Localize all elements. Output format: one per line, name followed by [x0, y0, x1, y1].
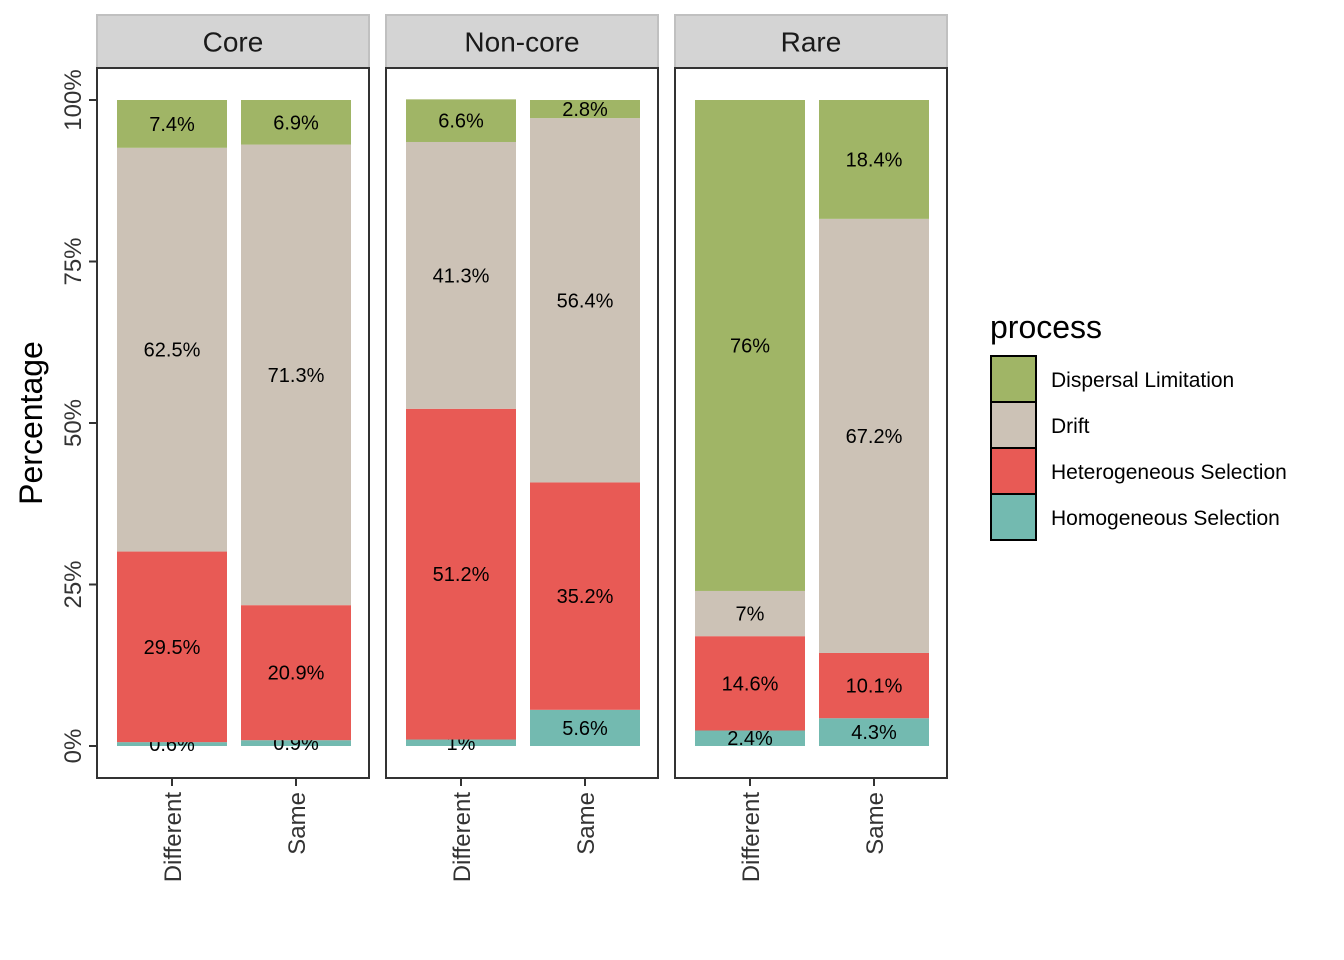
- bar-label-non-core-same-dispersal-limitation: 2.8%: [562, 99, 608, 121]
- facet-strip-label-non-core: Non-core: [464, 27, 579, 58]
- legend-key-heterogeneous-selection: [990, 447, 1037, 495]
- bar-non-core-different-heterogeneous-selection: [406, 408, 516, 740]
- bar-core-same-drift: [241, 144, 351, 606]
- bar-rare-same-homogeneous-selection: [819, 718, 929, 746]
- bar-core-different-homogeneous-selection: [117, 742, 227, 746]
- bar-label-rare-same-drift: 67.2%: [846, 426, 903, 448]
- facet-strip-rare: [674, 14, 948, 69]
- legend-key-drift: [990, 401, 1037, 449]
- x-tick-label-non-core-different: Different: [449, 792, 476, 883]
- bar-label-rare-same-dispersal-limitation: 18.4%: [846, 149, 903, 171]
- bar-rare-different-heterogeneous-selection: [695, 636, 805, 731]
- facet-strip-label-rare: Rare: [781, 27, 842, 58]
- legend: process Dispersal Limitation Drift Heterog…: [990, 309, 1287, 541]
- facet-non-core: Non-core1%51.2%41.3%6.6%Different5.6%35.…: [385, 14, 659, 883]
- legend-key-homogeneous-selection: [990, 493, 1037, 541]
- bar-rare-same-dispersal-limitation: [819, 100, 929, 219]
- bar-label-rare-different-dispersal-limitation: 76%: [730, 335, 770, 357]
- bar-non-core-same-drift: [530, 118, 640, 483]
- y-tick-label-25: 25%: [60, 560, 87, 608]
- bar-label-non-core-different-dispersal-limitation: 6.6%: [438, 111, 484, 133]
- x-tick-label-non-core-same: Same: [573, 792, 600, 855]
- x-tick-label-rare-same: Same: [862, 792, 889, 855]
- facet-strip-non-core: [385, 14, 659, 69]
- y-tick-label-75: 75%: [60, 237, 87, 285]
- bar-core-different-heterogeneous-selection: [117, 551, 227, 743]
- bar-non-core-different-drift: [406, 141, 516, 409]
- x-tick-label-core-same: Same: [284, 792, 311, 855]
- bar-non-core-same-homogeneous-selection: [530, 709, 640, 746]
- bar-label-core-different-heterogeneous-selection: 29.5%: [144, 637, 201, 659]
- bar-label-non-core-same-homogeneous-selection: 5.6%: [562, 718, 608, 740]
- bar-label-non-core-same-drift: 56.4%: [557, 290, 614, 312]
- legend-title: process: [990, 309, 1102, 345]
- bar-rare-different-dispersal-limitation: [695, 100, 805, 591]
- bar-label-core-same-drift: 71.3%: [268, 365, 325, 387]
- legend-label-dispersal-limitation: Dispersal Limitation: [1051, 369, 1234, 392]
- x-tick-label-core-different: Different: [160, 792, 187, 883]
- legend-key-dispersal-limitation: [990, 355, 1037, 403]
- bar-rare-same-heterogeneous-selection: [819, 652, 929, 719]
- panel-border-rare: [674, 67, 948, 779]
- bar-rare-same-drift: [819, 218, 929, 653]
- bar-non-core-same-dispersal-limitation: [530, 100, 640, 119]
- y-tick-label-100: 100%: [60, 69, 87, 130]
- bar-label-rare-different-heterogeneous-selection: 14.6%: [722, 673, 779, 695]
- y-axis-label: Percentage: [13, 341, 49, 505]
- panel-border-non-core: [385, 67, 659, 779]
- y-axis: 0% 25% 50% 75% 100%: [60, 69, 97, 763]
- bar-non-core-different-dispersal-limitation: [406, 99, 516, 142]
- bar-label-core-different-drift: 62.5%: [144, 340, 201, 362]
- bar-label-rare-same-heterogeneous-selection: 10.1%: [846, 676, 903, 698]
- bar-label-core-same-heterogeneous-selection: 20.9%: [268, 663, 325, 685]
- bar-non-core-different-homogeneous-selection: [406, 739, 516, 746]
- legend-label-homogeneous-selection: Homogeneous Selection: [1051, 507, 1280, 530]
- facet-strip-core: [96, 14, 370, 69]
- facet-panels: Core0.6%29.5%62.5%7.4%Different0.9%20.9%…: [96, 14, 948, 883]
- y-tick-label-50: 50%: [60, 399, 87, 447]
- legend-label-heterogeneous-selection: Heterogeneous Selection: [1051, 461, 1287, 484]
- bar-core-same-heterogeneous-selection: [241, 605, 351, 741]
- bar-core-different-drift: [117, 147, 227, 552]
- x-tick-label-rare-different: Different: [738, 792, 765, 883]
- bar-rare-different-drift: [695, 590, 805, 637]
- bar-rare-different-homogeneous-selection: [695, 730, 805, 746]
- y-tick-label-0: 0%: [60, 729, 87, 764]
- facet-rare: Rare 2.4% 14.6% 7% 76% Different 4.3% 10.1% 67.2…: [674, 14, 948, 883]
- bar-label-core-different-dispersal-limitation: 7.4%: [149, 114, 195, 136]
- facet-core: Core0.6%29.5%62.5%7.4%Different0.9%20.9%…: [96, 14, 370, 883]
- bar-label-rare-same-homogeneous-selection: 4.3%: [851, 722, 897, 744]
- bar-label-rare-different-drift: 7%: [736, 604, 765, 626]
- bar-label-non-core-different-heterogeneous-selection: 51.2%: [433, 564, 490, 586]
- bar-label-rare-different-homogeneous-selection: 2.4%: [727, 728, 773, 750]
- bar-non-core-same-heterogeneous-selection: [530, 482, 640, 710]
- legend-label-drift: Drift: [1051, 415, 1090, 438]
- bar-core-same-dispersal-limitation: [241, 100, 351, 145]
- bar-core-same-homogeneous-selection: [241, 740, 351, 746]
- bar-label-non-core-different-drift: 41.3%: [433, 265, 490, 287]
- facet-strip-label-core: Core: [203, 27, 264, 58]
- bar-label-non-core-same-heterogeneous-selection: 35.2%: [557, 586, 614, 608]
- bar-label-core-same-dispersal-limitation: 6.9%: [273, 112, 319, 134]
- bar-core-different-dispersal-limitation: [117, 100, 227, 148]
